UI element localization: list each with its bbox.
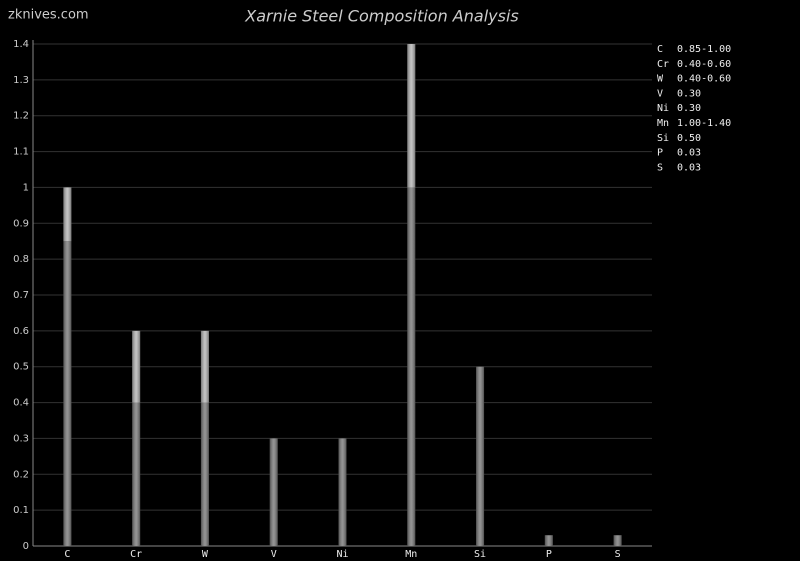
legend-value: 0.03 <box>677 148 701 159</box>
bar-shade <box>476 366 485 546</box>
y-tick-label: 0.5 <box>13 362 29 373</box>
y-tick-label: 0.7 <box>13 290 29 301</box>
legend-value: 0.50 <box>677 133 701 144</box>
x-tick-label: S <box>615 549 621 560</box>
legend-symbol: Mn <box>657 118 669 129</box>
y-tick-label: 0.4 <box>13 398 29 409</box>
legend-symbol: Ni <box>657 103 669 114</box>
bar-shade <box>63 241 72 546</box>
legend-value: 0.03 <box>677 162 701 173</box>
y-tick-label: 1.4 <box>13 39 29 50</box>
legend-value: 0.85-1.00 <box>677 44 731 55</box>
bar-shade <box>613 535 622 546</box>
legend-symbol: Cr <box>657 59 669 70</box>
bar-shade <box>132 402 141 546</box>
bar-shade <box>63 187 72 242</box>
x-tick-label: V <box>271 549 277 560</box>
y-tick-label: 0.1 <box>13 505 29 516</box>
legend-symbol: W <box>657 74 664 85</box>
legend-value: 0.40-0.60 <box>677 59 731 70</box>
y-tick-label: 0.8 <box>13 254 29 265</box>
y-tick-label: 0 <box>23 541 29 552</box>
x-tick-label: Mn <box>405 549 417 560</box>
bar-shade <box>132 330 141 403</box>
legend-value: 0.30 <box>677 103 701 114</box>
y-tick-label: 0.6 <box>13 326 29 337</box>
bar-shade <box>200 402 209 546</box>
x-tick-label: P <box>546 549 552 560</box>
legend-symbol: C <box>657 44 663 55</box>
bar-shade <box>407 44 416 188</box>
x-tick-label: Ni <box>336 549 348 560</box>
legend-symbol: V <box>657 88 663 99</box>
y-tick-label: 1.3 <box>13 75 29 86</box>
legend-value: 1.00-1.40 <box>677 118 731 129</box>
x-tick-label: Cr <box>130 549 142 560</box>
y-tick-label: 0.3 <box>13 433 29 444</box>
y-tick-label: 0.9 <box>13 218 29 229</box>
chart-title: Xarnie Steel Composition Analysis <box>244 7 518 26</box>
x-tick-label: C <box>64 549 70 560</box>
y-tick-label: 0.2 <box>13 469 29 480</box>
bar-shade <box>269 438 278 546</box>
bar-shade <box>544 535 553 546</box>
watermark: zknives.com <box>8 8 89 23</box>
legend-symbol: P <box>657 148 663 159</box>
x-tick-label: Si <box>474 549 486 560</box>
legend-value: 0.40-0.60 <box>677 74 731 85</box>
legend-symbol: S <box>657 162 663 173</box>
bar-shade <box>200 330 209 403</box>
y-tick-label: 1 <box>23 182 29 193</box>
bar-shade <box>338 438 347 546</box>
y-tick-label: 1.1 <box>13 147 29 158</box>
y-tick-label: 1.2 <box>13 111 29 122</box>
legend-symbol: Si <box>657 133 669 144</box>
x-tick-label: W <box>202 549 209 560</box>
bar-shade <box>407 187 416 546</box>
legend-value: 0.30 <box>677 88 701 99</box>
